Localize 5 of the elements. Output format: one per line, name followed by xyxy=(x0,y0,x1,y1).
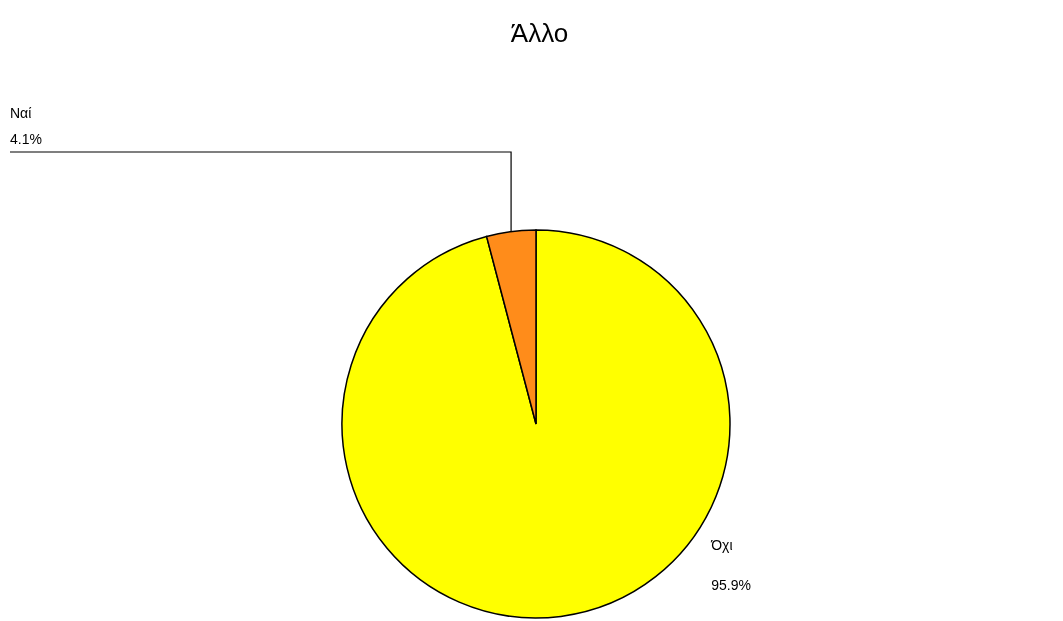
data-label: 4.1% xyxy=(10,131,42,147)
data-label: 95.9% xyxy=(711,577,751,594)
slice-label: Ναί xyxy=(10,105,32,121)
chart-title: Άλλο xyxy=(510,18,569,48)
slice-label: Όχι xyxy=(710,537,733,554)
